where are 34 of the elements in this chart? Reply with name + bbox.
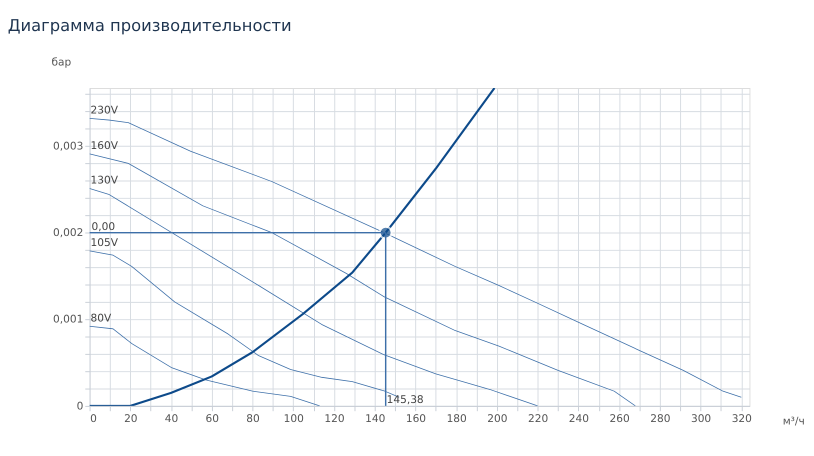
ref-line-label: 145,38 — [386, 394, 424, 406]
x-tick-label: 200 — [487, 412, 508, 425]
x-tick-label: 140 — [365, 412, 386, 425]
x-tick-label: 40 — [164, 412, 179, 425]
y-tick-label: 0,001 — [53, 314, 84, 326]
y-tick-label: 0,003 — [53, 140, 84, 152]
x-axis-title: м³/ч — [782, 416, 805, 428]
x-tick-label: 220 — [528, 412, 548, 425]
y-axis-title: бар — [52, 56, 72, 68]
x-tick-label: 160 — [406, 412, 426, 425]
x-tick-label: 0 — [90, 412, 98, 425]
y-tick-label: 0,002 — [53, 227, 84, 240]
chart-title: Диаграмма производительности — [8, 16, 292, 36]
line-series — [90, 188, 538, 406]
x-tick-label: 280 — [650, 412, 671, 425]
x-tick-label: 260 — [609, 412, 630, 425]
ref-line-label: 0,00 — [92, 220, 116, 233]
x-tick-label: 300 — [690, 412, 712, 425]
x-tick-label: 20 — [124, 412, 138, 425]
series-label: 160V — [90, 140, 119, 152]
x-tick-label: 80 — [246, 412, 260, 425]
x-tick-label: 120 — [324, 412, 345, 425]
line-series — [90, 326, 320, 406]
series-label: 230V — [90, 104, 119, 117]
x-tick-label: 320 — [732, 412, 752, 425]
x-tick-label: 100 — [284, 412, 304, 425]
y-tick-label: 0 — [76, 400, 84, 412]
series-label: 130V — [90, 174, 119, 187]
x-tick-label: 60 — [206, 412, 220, 425]
x-tick-label: 240 — [568, 412, 590, 425]
series-label: 105V — [90, 237, 119, 250]
line-series — [90, 153, 636, 406]
series-label: 80V — [90, 312, 112, 324]
x-tick-label: 180 — [446, 412, 468, 425]
